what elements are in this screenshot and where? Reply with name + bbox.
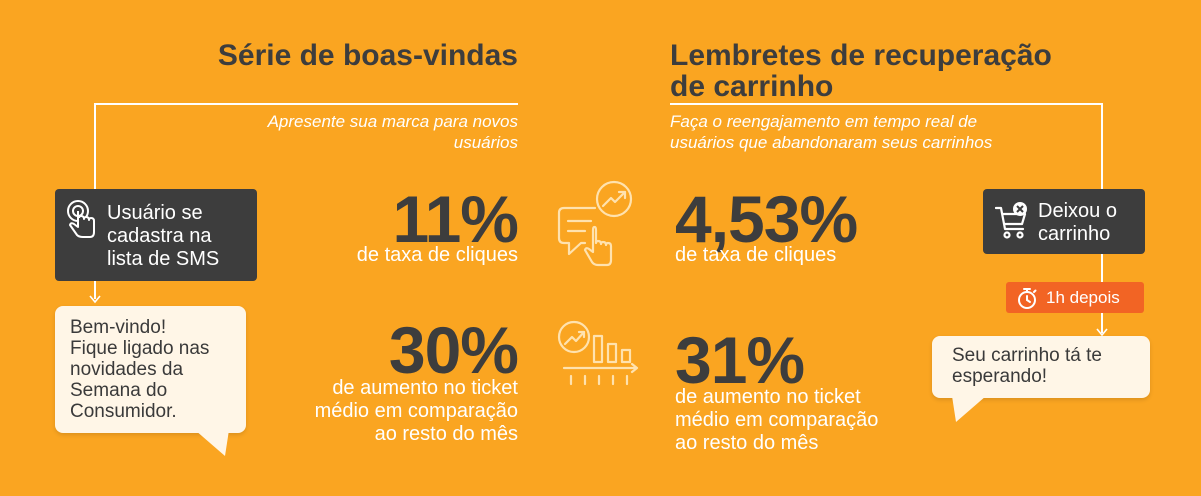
left-connector-vertical-top xyxy=(94,103,96,189)
right-stat2-label-line1: de aumento no ticket xyxy=(675,386,861,408)
left-stat2-label: de aumento no ticket médio em comparação… xyxy=(270,377,518,446)
left-trigger-line1: Usuário se xyxy=(107,202,203,224)
left-trigger-box: Usuário se cadastra na lista de SMS xyxy=(55,189,257,281)
right-subtitle-line1: Faça o reengajamento em tempo real de xyxy=(670,112,978,131)
right-connector-vertical-bottom xyxy=(1101,313,1103,333)
right-bubble-tail xyxy=(952,396,986,422)
left-connector-vertical-bottom xyxy=(94,281,96,299)
left-stat1-label: de taxa de cliques xyxy=(356,244,518,266)
left-stat2-value: 30% xyxy=(388,313,519,387)
cart-remove-icon xyxy=(995,202,1027,239)
right-stat2-value: 31% xyxy=(675,323,805,397)
right-title: Lembretes de recuperação de carrinho xyxy=(670,40,1090,102)
right-message-line2: esperando! xyxy=(952,366,1048,387)
left-message-line3: novidades da xyxy=(70,359,184,380)
left-stat2-label-line3: ao resto do mês xyxy=(374,423,518,445)
left-stat2-label-line1: de aumento no ticket xyxy=(332,377,518,399)
growth-chart-icon xyxy=(557,320,639,386)
left-stat1-value: 11% xyxy=(392,182,519,256)
right-stat1-label: de taxa de cliques xyxy=(675,244,837,266)
left-stat2-label-line2: médio em comparação xyxy=(314,400,518,422)
right-trigger-line2: carrinho xyxy=(1038,223,1111,245)
delay-label: 1h depois xyxy=(1046,288,1120,307)
left-subtitle-line1: Apresente sua marca para novos xyxy=(267,112,518,131)
left-message-line4: Semana do xyxy=(70,380,168,401)
right-connector-vertical-top xyxy=(1101,103,1103,189)
right-trigger-line1: Deixou o xyxy=(1038,200,1117,222)
right-trigger-box: Deixou o carrinho xyxy=(983,189,1145,254)
right-connector-vertical-mid xyxy=(1101,254,1103,282)
left-message-line2: Fique ligado nas xyxy=(70,338,210,359)
left-bubble-tail xyxy=(195,430,229,456)
right-subtitle: Faça o reengajamento em tempo real de us… xyxy=(670,111,1090,153)
left-connector-top xyxy=(94,103,518,105)
left-message-line5: Consumidor. xyxy=(70,401,177,422)
right-message-bubble: Seu carrinho tá te esperando! xyxy=(932,336,1150,398)
right-stat1-value: 4,53% xyxy=(675,182,858,256)
delay-badge: 1h depois xyxy=(1006,282,1144,313)
right-stat2-label: de aumento no ticket médio em comparação… xyxy=(675,386,935,455)
message-click-icon xyxy=(557,180,633,267)
right-connector-top xyxy=(670,103,1102,105)
left-message-bubble: Bem-vindo! Fique ligado nas novidades da… xyxy=(55,306,246,433)
right-message-line1: Seu carrinho tá te xyxy=(952,345,1102,366)
right-subtitle-line2: usuários que abandonaram seus carrinhos xyxy=(670,133,993,152)
right-title-line1: Lembretes de recuperação xyxy=(670,39,1052,72)
left-title: Série de boas-vindas xyxy=(217,39,518,72)
left-subtitle: Apresente sua marca para novos usuários xyxy=(150,111,518,153)
right-arrow-icon xyxy=(1096,328,1108,337)
right-title-line2: de carrinho xyxy=(670,70,834,103)
tap-finger-icon xyxy=(67,200,95,238)
right-stat2-label-line2: médio em comparação xyxy=(675,409,879,431)
left-message-line1: Bem-vindo! xyxy=(70,317,167,338)
left-arrow-icon xyxy=(89,295,101,304)
left-trigger-line2: cadastra na xyxy=(107,225,212,247)
right-stat2-label-line3: ao resto do mês xyxy=(675,432,819,454)
stopwatch-icon xyxy=(1018,288,1037,309)
left-subtitle-line2: usuários xyxy=(453,133,518,152)
left-trigger-line3: lista de SMS xyxy=(107,248,220,270)
